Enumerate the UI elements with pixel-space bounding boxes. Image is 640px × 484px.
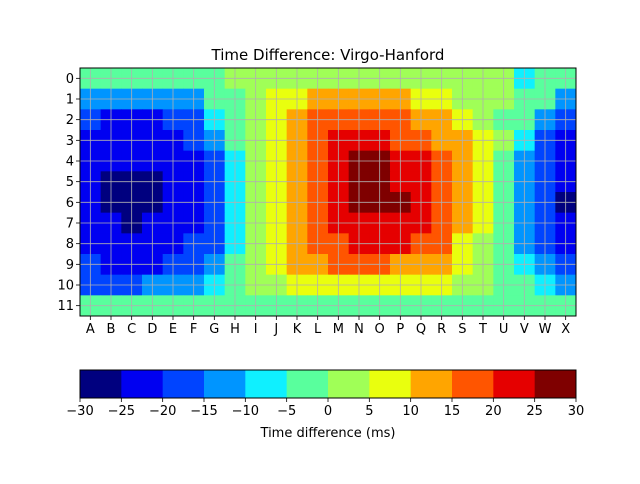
x-tick-label: N [354,322,364,337]
x-tick-label: B [107,322,116,337]
colorbar-tick-label: −20 [149,404,176,419]
heatmap-cells [80,68,577,317]
colorbar-segment [328,370,370,398]
colorbar-tick-label: 20 [485,404,502,419]
y-tick-label: 4 [66,155,74,170]
x-tick-label: J [273,322,278,337]
colorbar-tick-label: −15 [190,404,217,419]
y-axis-ticks: 0 1 2 3 4 5 6 7 8 9 10 11 [57,72,80,314]
y-tick-label: 8 [66,237,74,252]
y-tick-label: 11 [57,299,74,314]
x-tick-label: R [437,322,446,337]
y-tick-label: 2 [66,113,74,128]
y-tick-label: 3 [66,134,74,149]
colorbar-tick-label: 30 [568,404,585,419]
chart-title: Time Difference: Virgo-Hanford [211,46,445,64]
x-tick-label: U [499,322,509,337]
x-tick-label: M [333,322,344,337]
x-tick-label: F [190,322,197,337]
x-tick-label: S [458,322,466,337]
colorbar-tick-label: −5 [277,404,296,419]
colorbar-segment [452,370,494,398]
y-tick-label: 6 [66,196,74,211]
colorbar-label: Time difference (ms) [260,426,396,441]
colorbar-tick-label: −25 [108,404,135,419]
colorbar-segment [121,370,164,398]
y-tick-label: 7 [66,217,74,232]
x-tick-label: W [539,322,552,337]
y-tick-label: 9 [66,258,74,273]
plot-frame [79,67,577,317]
colorbar-tick-label: −10 [232,404,259,419]
x-tick-label: Q [416,322,426,337]
x-tick-label: I [254,322,258,337]
colorbar-segment [204,370,246,398]
colorbar-tick-label: 10 [402,404,419,419]
x-tick-label: O [375,322,385,337]
x-tick-label: T [478,322,487,337]
colorbar-ticks: −30 −25 −20 −15 −10 −5 0 5 10 15 20 25 30 [66,398,584,419]
x-tick-label: L [314,322,322,337]
y-tick-label: 1 [66,93,74,108]
heatmap-gridlines [80,68,576,316]
colorbar-segment [162,370,205,398]
y-tick-label: 10 [57,279,74,294]
x-tick-label: X [561,322,570,337]
colorbar-segment [410,370,453,398]
colorbar [79,369,577,399]
x-tick-label: P [396,322,404,337]
x-tick-label: H [230,322,240,337]
colorbar-segment [80,370,122,398]
colorbar-tick-label: 5 [365,404,373,419]
colorbar-segment [245,370,288,398]
colorbar-tick-label: −30 [66,404,93,419]
colorbar-segment [493,370,536,398]
colorbar-segment [534,370,577,398]
y-tick-label: 0 [66,72,74,87]
y-tick-label: 5 [66,175,74,190]
colorbar-tick-label: 15 [444,404,461,419]
x-tick-label: A [86,322,95,337]
x-tick-label: G [209,322,219,337]
x-tick-label: V [520,322,529,337]
x-tick-label: E [169,322,177,337]
colorbar-segment [369,370,412,398]
colorbar-segment [286,370,329,398]
x-tick-label: K [293,322,302,337]
colorbar-tick-label: 0 [324,404,332,419]
colorbar-tick-label: 25 [526,404,543,419]
x-tick-label: D [147,322,157,337]
x-tick-label: C [127,322,136,337]
